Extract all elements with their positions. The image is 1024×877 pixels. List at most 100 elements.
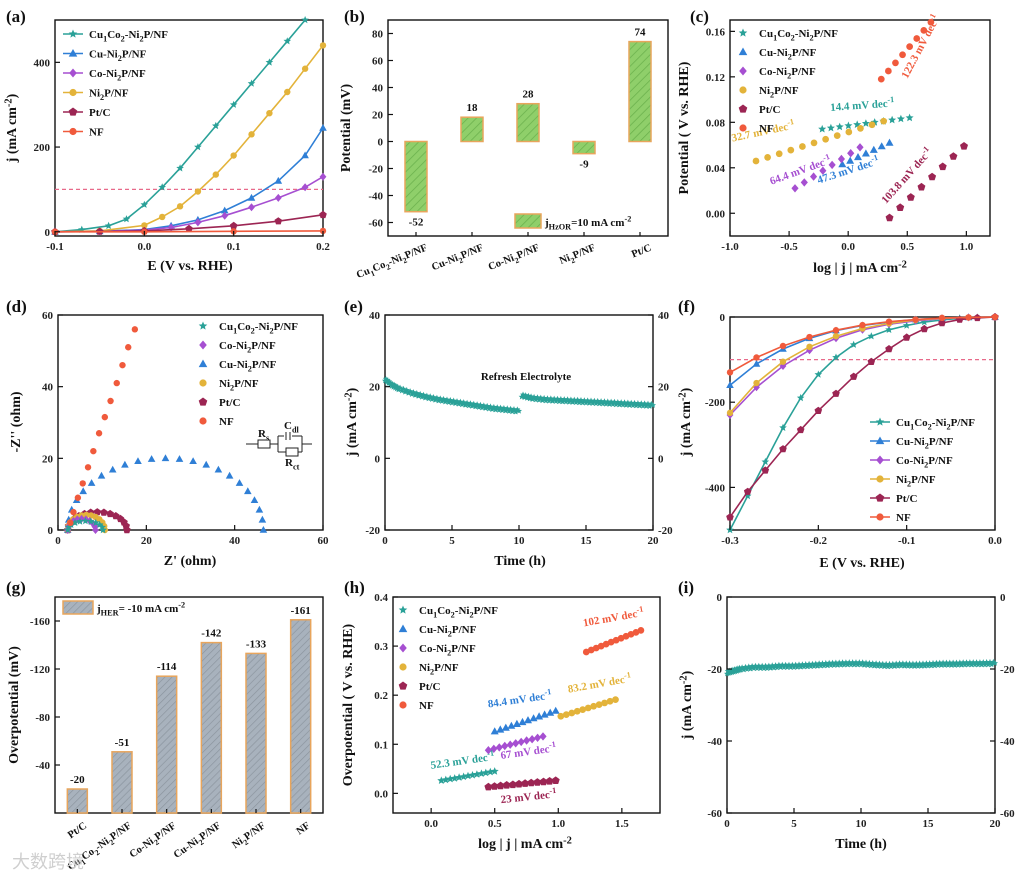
data-point xyxy=(902,333,911,341)
bar xyxy=(628,40,652,143)
y-axis-label: j (mA cm-2) xyxy=(344,387,361,457)
plot-frame xyxy=(726,596,996,814)
data-point xyxy=(274,193,282,202)
data-point xyxy=(101,413,109,421)
bar-value-label: -9 xyxy=(579,159,589,171)
x-tick-label: 0.1 xyxy=(227,241,241,253)
x-tick-label: 15 xyxy=(923,818,935,830)
legend-entry: Pt/C xyxy=(419,681,440,693)
data-point xyxy=(284,88,291,96)
data-point xyxy=(454,398,461,404)
data-point xyxy=(104,221,113,230)
data-point xyxy=(902,321,911,329)
bar-value-label: -52 xyxy=(409,217,424,229)
data-point xyxy=(514,406,521,413)
data-point xyxy=(274,176,283,184)
data-point xyxy=(176,164,184,172)
data-point xyxy=(98,523,106,531)
slope-annotation: 67 mV dec-1 xyxy=(499,740,557,762)
data-point xyxy=(568,709,576,717)
data-point xyxy=(832,327,840,334)
data-point xyxy=(507,721,516,729)
resistor-rct xyxy=(285,447,299,457)
data-point xyxy=(920,324,929,333)
data-point xyxy=(892,59,899,67)
data-point xyxy=(433,394,440,401)
x-tick-label: 0 xyxy=(382,535,388,547)
bar xyxy=(200,641,223,814)
legend-entry: NF xyxy=(89,127,104,139)
data-point xyxy=(930,659,937,666)
data-point xyxy=(194,143,202,151)
y-tick-label: -20 xyxy=(365,525,380,537)
bar xyxy=(111,751,133,814)
data-point xyxy=(259,526,268,533)
data-point xyxy=(255,505,264,513)
legend-entry: Pt/C xyxy=(89,107,110,119)
x-tick-label: -0.2 xyxy=(810,535,828,547)
legend-marker xyxy=(198,321,208,330)
data-point xyxy=(880,117,887,125)
data-point xyxy=(540,710,549,718)
legend-marker xyxy=(199,340,207,350)
legend-entry: Ni2P/NF xyxy=(89,88,129,103)
data-point xyxy=(753,354,760,361)
data-point xyxy=(441,775,450,784)
data-point xyxy=(460,399,467,405)
bar xyxy=(289,619,312,814)
data-point xyxy=(301,16,309,24)
panel-label: (g) xyxy=(6,578,26,597)
data-point xyxy=(810,139,818,147)
data-point xyxy=(394,383,401,390)
data-point xyxy=(991,313,999,321)
data-point xyxy=(447,397,454,403)
data-point xyxy=(867,332,876,340)
data-point xyxy=(819,166,827,175)
data-point xyxy=(810,172,818,181)
data-point xyxy=(235,479,244,486)
data-point xyxy=(779,445,787,453)
data-point xyxy=(601,699,608,707)
legend-entry: Co-Ni2P/NF xyxy=(896,455,953,470)
series-line xyxy=(54,127,324,233)
data-point xyxy=(796,393,805,402)
data-point xyxy=(883,660,890,667)
legend-marker xyxy=(198,397,208,406)
x-tick-label: 5 xyxy=(791,818,797,830)
legend-entry: Cu1Co2-Ni2P/NF xyxy=(89,29,168,44)
data-point xyxy=(606,697,614,705)
legend-marker xyxy=(876,513,884,521)
data-point xyxy=(847,149,855,158)
data-point xyxy=(588,397,595,404)
data-point xyxy=(106,509,114,518)
data-point xyxy=(319,172,327,181)
bar xyxy=(572,140,596,155)
refresh-annotation: Refresh Electrolyte xyxy=(481,371,571,383)
data-point xyxy=(512,719,521,727)
data-point xyxy=(521,779,530,787)
data-point xyxy=(63,526,72,534)
legend-entry: Cu-Ni2P/NF xyxy=(896,436,954,451)
plot-frame xyxy=(392,596,661,814)
data-point xyxy=(250,496,259,503)
data-point xyxy=(787,146,795,154)
data-point xyxy=(612,696,619,703)
series-line xyxy=(55,230,324,233)
data-point xyxy=(487,403,494,410)
y-tick-label: 20 xyxy=(372,110,384,122)
data-point xyxy=(440,395,447,402)
data-point xyxy=(79,480,86,487)
bar xyxy=(155,675,178,814)
data-point xyxy=(501,723,510,731)
x-tick-label: 0 xyxy=(724,818,730,830)
y-tick-label: 400 xyxy=(34,57,51,69)
data-point xyxy=(501,741,509,751)
data-point xyxy=(547,395,554,402)
legend-entry: Cu1Co2-Ni2P/NF xyxy=(419,605,498,620)
plot-frame xyxy=(729,19,991,237)
data-point xyxy=(528,393,535,400)
data-point xyxy=(244,487,252,495)
y-tick-label: 0 xyxy=(720,312,726,324)
data-point xyxy=(301,183,309,192)
slope-annotation: 122.3 mV dec-1 xyxy=(897,12,943,81)
